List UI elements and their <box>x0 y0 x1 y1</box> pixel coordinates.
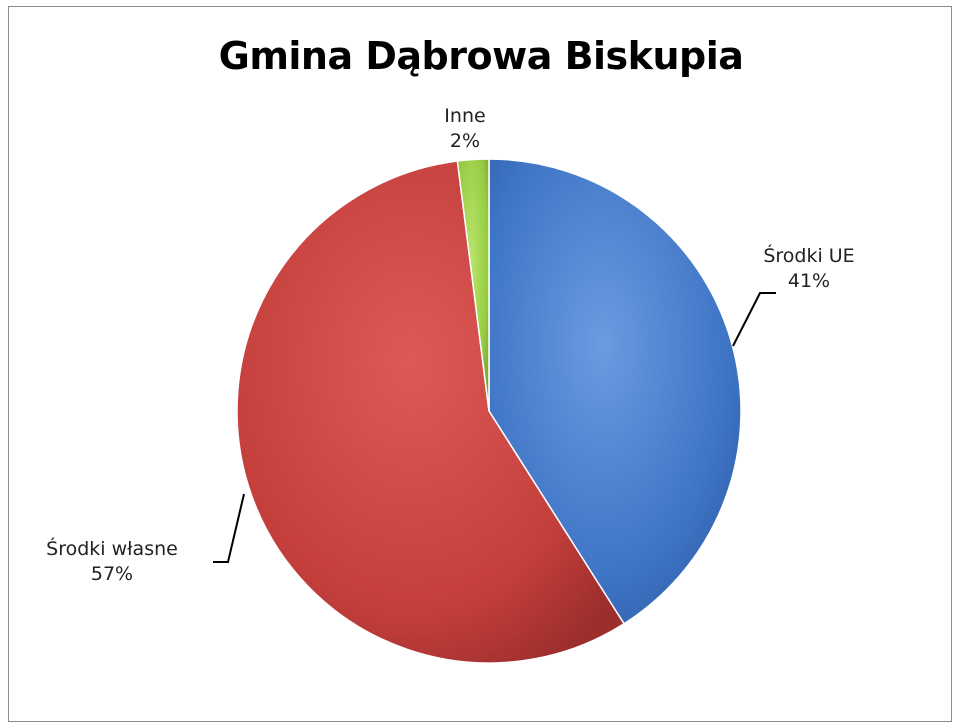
pie-slice--rodki-w-asne <box>236 160 626 664</box>
slice-label-1: Środki własne <box>46 536 178 560</box>
slice-label-2: Inne <box>444 105 485 127</box>
slice-value-label-1: 57% <box>91 563 133 585</box>
leader-line-1 <box>213 493 245 563</box>
slice-label-0: Środki UE <box>763 243 854 267</box>
slice-value-label-0: 41% <box>788 270 830 292</box>
chart-title: Gmina Dąbrowa Biskupia <box>218 34 744 78</box>
pie-slice--rodki-ue <box>488 158 742 625</box>
pie-slice-inne <box>456 158 490 412</box>
slice-value-label-2: 2% <box>450 130 480 152</box>
leader-line-0 <box>732 292 776 347</box>
